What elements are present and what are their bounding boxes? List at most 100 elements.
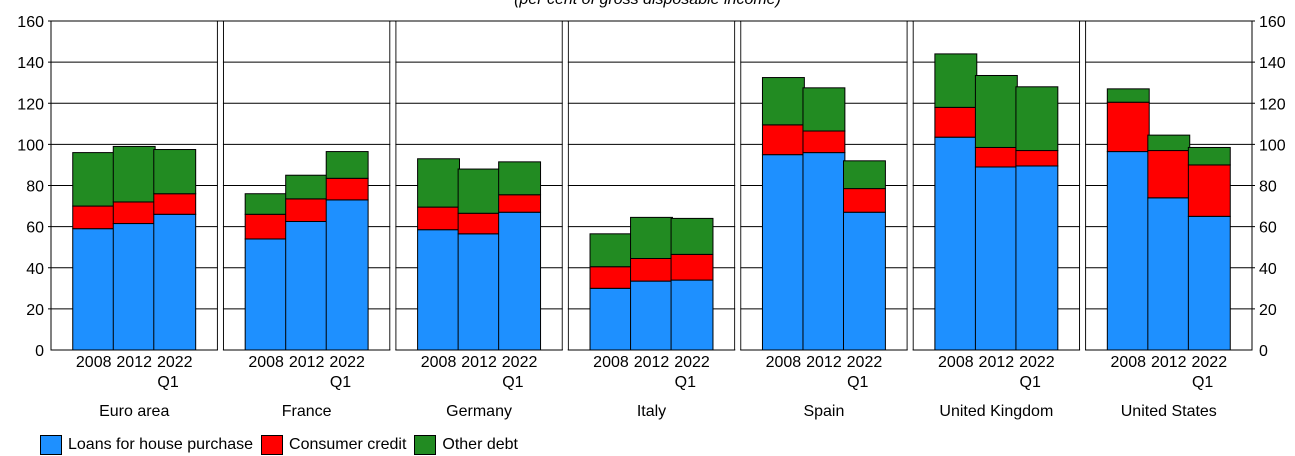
group-label-united-kingdom: United Kingdom: [939, 403, 1053, 420]
bar-united-states-2012-loans-for-house-purchase: [1147, 197, 1191, 351]
bar-united-kingdom-2008-loans-for-house-purchase: [934, 136, 978, 351]
y-tick-label-left-100: 100: [17, 137, 44, 154]
legend-label-consumer-credit: Consumer credit: [289, 436, 407, 453]
x-tick-label-euro-area-1: 2012: [116, 354, 152, 371]
bar-france-2022-q1-loans-for-house-purchase: [325, 199, 369, 351]
legend-swatch-other-debt: [414, 435, 437, 455]
x-tick-label-united-states-1: 2012: [1151, 354, 1187, 371]
y-tick-label-left-60: 60: [26, 220, 44, 237]
x-tick-label-italy-0: 2008: [593, 354, 629, 371]
bar-united-kingdom-2022-q1-other-debt: [1015, 86, 1059, 152]
bar-germany-2022-q1-other-debt: [498, 161, 542, 196]
bar-spain-2022-q1-loans-for-house-purchase: [842, 211, 886, 351]
x-tick-label-united-kingdom-1: 2012: [979, 354, 1015, 371]
y-tick-label-right-120: 120: [1259, 96, 1286, 113]
bar-spain-2008-other-debt: [761, 77, 805, 126]
bar-germany-2012-loans-for-house-purchase: [457, 233, 501, 351]
y-tick-label-right-140: 140: [1259, 55, 1286, 72]
bar-united-kingdom-2012-other-debt: [974, 74, 1018, 148]
panel-gap: [562, 22, 568, 349]
y-tick-label-right-40: 40: [1259, 261, 1277, 278]
bar-france-2008-consumer-credit: [244, 213, 288, 240]
bar-united-states-2022-q1-other-debt: [1187, 146, 1231, 166]
legend-item-consumer-credit: Consumer credit: [261, 435, 406, 455]
bar-euro-area-2022-q1-consumer-credit: [153, 193, 197, 215]
bar-united-kingdom-2012-consumer-credit: [974, 146, 1018, 168]
x-tick-label-france-0: 2008: [248, 354, 284, 371]
y-tick-label-left-160: 160: [17, 14, 44, 31]
bar-united-states-2022-q1-loans-for-house-purchase: [1187, 215, 1231, 351]
x-tick-label-euro-area-2: 2022: [157, 354, 193, 371]
bar-spain-2012-loans-for-house-purchase: [802, 152, 846, 351]
x-tick-label-germany-0: 2008: [421, 354, 457, 371]
panel-gap: [390, 22, 396, 349]
y-tick-label-right-100: 100: [1259, 137, 1286, 154]
bar-germany-2008-other-debt: [417, 158, 461, 208]
x-tick-label-germany-1: 2012: [461, 354, 497, 371]
bar-spain-2022-q1-other-debt: [842, 160, 886, 190]
bar-united-kingdom-2012-loans-for-house-purchase: [974, 166, 1018, 351]
bar-france-2012-consumer-credit: [285, 198, 329, 222]
bar-italy-2008-loans-for-house-purchase: [589, 287, 633, 351]
bar-spain-2008-loans-for-house-purchase: [761, 154, 805, 351]
legend: Loans for house purchase Consumer credit…: [40, 434, 526, 456]
group-label-united-states: United States: [1121, 403, 1217, 420]
x-tick-label-france-2: 2022: [329, 354, 365, 371]
bar-germany-2012-consumer-credit: [457, 212, 501, 235]
bar-euro-area-2012-consumer-credit: [112, 201, 156, 225]
chart-subtitle: (per cent of gross disposable income): [0, 0, 1295, 9]
bar-spain-2022-q1-consumer-credit: [842, 188, 886, 213]
panel-gap: [217, 22, 223, 349]
x-tick-sublabel-euro-area-2: Q1: [157, 374, 178, 391]
y-tick-label-left-20: 20: [26, 302, 44, 319]
bar-italy-2008-consumer-credit: [589, 266, 633, 289]
x-tick-sublabel-france-2: Q1: [330, 374, 351, 391]
bar-euro-area-2012-loans-for-house-purchase: [112, 223, 156, 351]
legend-item-loans: Loans for house purchase: [40, 435, 253, 455]
bar-spain-2008-consumer-credit: [761, 124, 805, 156]
group-label-euro-area: Euro area: [99, 403, 169, 420]
bar-united-states-2012-consumer-credit: [1147, 150, 1191, 199]
bar-france-2022-q1-consumer-credit: [325, 177, 369, 201]
bar-germany-2022-q1-consumer-credit: [498, 194, 542, 213]
bar-euro-area-2008-other-debt: [72, 152, 116, 207]
panel-gap: [735, 22, 741, 349]
x-tick-sublabel-united-kingdom-2: Q1: [1020, 374, 1041, 391]
bar-euro-area-2012-other-debt: [112, 145, 156, 203]
bar-italy-2012-loans-for-house-purchase: [630, 280, 673, 351]
bar-spain-2012-other-debt: [802, 87, 846, 132]
panel-gap: [907, 22, 913, 349]
legend-swatch-loans: [40, 435, 62, 455]
x-tick-sublabel-italy-2: Q1: [675, 374, 696, 391]
x-tick-sublabel-united-states-2: Q1: [1192, 374, 1213, 391]
y-tick-label-right-160: 160: [1259, 14, 1286, 31]
x-tick-label-france-1: 2012: [289, 354, 325, 371]
legend-item-other-debt: Other debt: [414, 435, 518, 455]
bar-united-states-2008-other-debt: [1106, 88, 1150, 103]
bar-euro-area-2022-q1-loans-for-house-purchase: [153, 213, 197, 351]
group-label-france: France: [282, 403, 332, 420]
bar-spain-2012-consumer-credit: [802, 130, 846, 154]
bar-italy-2012-consumer-credit: [630, 257, 673, 282]
x-tick-sublabel-germany-2: Q1: [502, 374, 523, 391]
bar-france-2012-other-debt: [285, 174, 329, 200]
x-tick-label-italy-1: 2012: [634, 354, 670, 371]
bar-france-2012-loans-for-house-purchase: [285, 220, 329, 351]
bar-germany-2008-consumer-credit: [417, 206, 461, 231]
group-label-germany: Germany: [446, 403, 512, 420]
x-tick-label-united-states-0: 2008: [1110, 354, 1146, 371]
stacked-bar-chart: 0 0 20 20 40 40 60 60 80 80 100 100 120 120 140 140 160 1…: [17, 14, 1286, 420]
x-tick-label-spain-2: 2022: [847, 354, 883, 371]
bar-united-kingdom-2008-other-debt: [934, 53, 978, 108]
legend-swatch-consumer-credit: [261, 435, 284, 455]
x-tick-label-united-states-2: 2022: [1192, 354, 1228, 371]
group-label-italy: Italy: [637, 403, 666, 420]
bar-united-states-2012-other-debt: [1147, 134, 1191, 152]
bar-italy-2008-other-debt: [589, 233, 633, 268]
y-tick-label-left-140: 140: [17, 55, 44, 72]
bar-euro-area-2008-consumer-credit: [72, 205, 116, 230]
bar-euro-area-2022-q1-other-debt: [153, 149, 197, 195]
bar-germany-2012-other-debt: [457, 168, 501, 214]
bar-italy-2022-q1-consumer-credit: [670, 253, 714, 281]
x-tick-label-spain-1: 2012: [806, 354, 842, 371]
